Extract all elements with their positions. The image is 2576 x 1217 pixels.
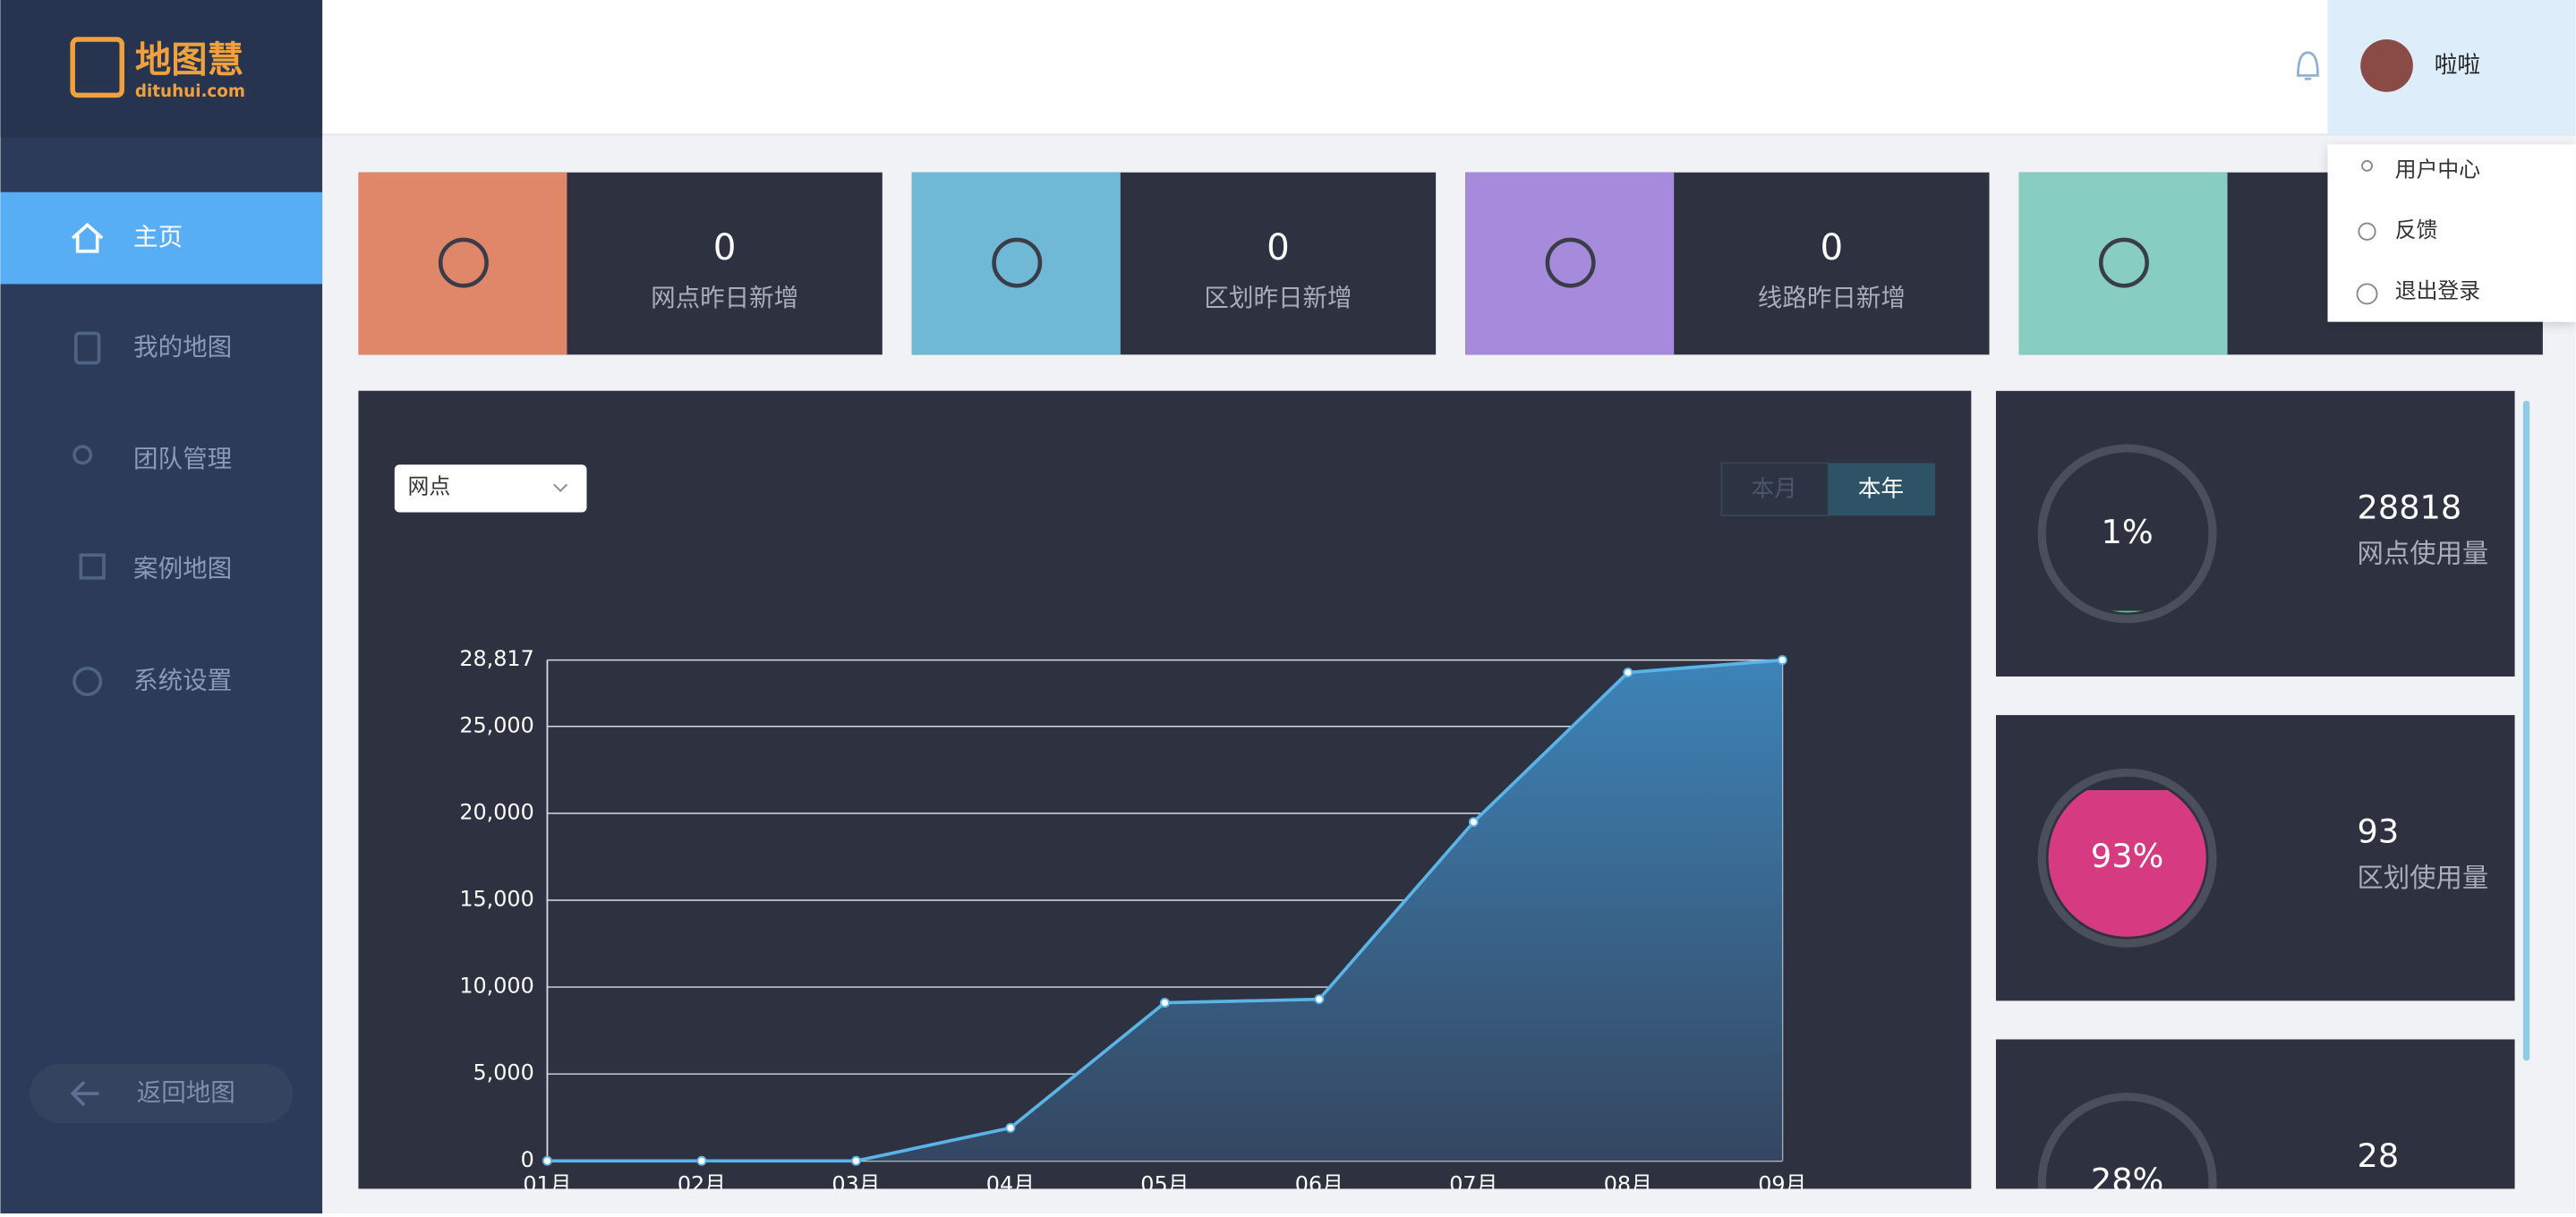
nav-item[interactable]: 主页	[133, 223, 183, 251]
x-tick-label: 05月	[1140, 1171, 1189, 1196]
point	[1623, 668, 1633, 678]
nav-item[interactable]: 案例地图	[133, 555, 232, 583]
select-box[interactable]	[394, 464, 587, 513]
card-value: 0	[1267, 226, 1290, 268]
nav-item[interactable]: 系统设置	[133, 666, 232, 694]
gauge-ring	[2037, 1093, 2217, 1189]
card-icon	[438, 237, 489, 288]
toggle-label[interactable]: 本月	[1751, 475, 1796, 502]
y-tick-label: 0	[521, 1147, 534, 1172]
y-tick-label: 15,000	[459, 886, 533, 911]
gauge-fill	[2048, 789, 2206, 937]
home-icon	[71, 222, 104, 253]
back-label[interactable]: 返回地图	[137, 1078, 235, 1107]
user-name[interactable]: 啦啦	[2435, 52, 2480, 79]
card-label: 线路昨日新增	[1758, 284, 1906, 312]
point	[1005, 1122, 1016, 1133]
feedback-icon	[2358, 222, 2376, 241]
gauge-panel	[1995, 390, 2515, 677]
x-tick-label: 02月	[678, 1171, 726, 1196]
back-button[interactable]	[30, 1064, 294, 1124]
case-icon	[79, 553, 106, 580]
logo-domain: dituhui.com	[135, 82, 245, 101]
gauge-count: 93	[2358, 813, 2400, 851]
x-tick-label: 01月	[523, 1171, 571, 1196]
nav-item[interactable]: 团队管理	[133, 445, 232, 473]
map-icon	[73, 331, 101, 365]
gauge-ring	[2037, 444, 2217, 624]
card-value: 0	[1821, 226, 1844, 268]
point	[1777, 655, 1787, 666]
logout-icon	[2356, 283, 2378, 305]
x-tick-label: 07月	[1449, 1171, 1497, 1196]
point	[1314, 994, 1325, 1005]
menu-item[interactable]: 反馈	[2395, 217, 2438, 243]
card-icon	[1545, 237, 1596, 288]
gauge-percent: 93%	[2091, 837, 2164, 875]
y-tick-label: 5,000	[473, 1060, 534, 1085]
logo-area	[0, 0, 323, 139]
x-tick-label: 03月	[832, 1171, 880, 1196]
menu-item[interactable]: 用户中心	[2395, 157, 2481, 182]
card-icon-box	[2018, 172, 2228, 355]
team-icon	[73, 445, 93, 465]
sidebar	[0, 0, 323, 1213]
card-label: 网点昨日新增	[651, 284, 798, 312]
area	[547, 660, 1783, 1162]
point	[542, 1155, 552, 1166]
card-icon-box	[1465, 172, 1675, 355]
avatar	[2360, 39, 2413, 92]
gauge-label: 区划使用量	[2358, 863, 2489, 893]
y-tick-label: 10,000	[459, 974, 533, 999]
point	[1159, 998, 1170, 1008]
gauge-percent: 1%	[2102, 513, 2154, 551]
menu-item[interactable]: 退出登录	[2395, 278, 2480, 303]
y-tick-label: 20,000	[459, 799, 533, 824]
gauge-percent: 28%	[2091, 1162, 2164, 1200]
card-icon-box	[911, 172, 1121, 355]
point	[696, 1155, 707, 1166]
card-icon	[2098, 237, 2149, 288]
x-tick-label: 09月	[1758, 1171, 1806, 1196]
select-value[interactable]: 网点	[407, 473, 450, 498]
card-label: 区划昨日新增	[1204, 284, 1352, 312]
x-tick-label: 08月	[1604, 1171, 1652, 1196]
toggle-label[interactable]: 本年	[1858, 475, 1904, 502]
settings-icon	[73, 666, 103, 697]
point	[850, 1155, 861, 1166]
bell-icon[interactable]	[2297, 51, 2319, 81]
gauge-count: 28	[2358, 1136, 2400, 1175]
gauge-label: 网点使用量	[2358, 539, 2489, 569]
user-icon	[2361, 159, 2373, 172]
gauge-ring	[2037, 768, 2217, 948]
point	[1468, 817, 1479, 828]
select-arrow	[553, 483, 568, 492]
y-tick-label: 25,000	[459, 712, 533, 737]
card-icon-box	[358, 172, 567, 355]
card-icon	[992, 237, 1043, 288]
gauge-count: 28818	[2358, 488, 2462, 526]
y-tick-label: 28,817	[459, 646, 533, 671]
nav-item[interactable]: 我的地图	[133, 333, 232, 362]
header	[322, 0, 2576, 135]
back-icon	[70, 1080, 99, 1107]
x-tick-label: 04月	[986, 1171, 1035, 1196]
card-value: 0	[713, 226, 737, 268]
toggle-year[interactable]	[1828, 463, 1935, 516]
gauge-fill	[2111, 610, 2144, 613]
x-tick-label: 06月	[1295, 1171, 1343, 1196]
toggle-month[interactable]	[1720, 462, 1830, 517]
logo-icon	[70, 37, 124, 98]
active-item	[0, 191, 323, 285]
dropdown-menu	[2327, 144, 2576, 322]
scrollbar[interactable]	[2522, 400, 2530, 1061]
logo-text: 地图慧	[135, 39, 243, 81]
